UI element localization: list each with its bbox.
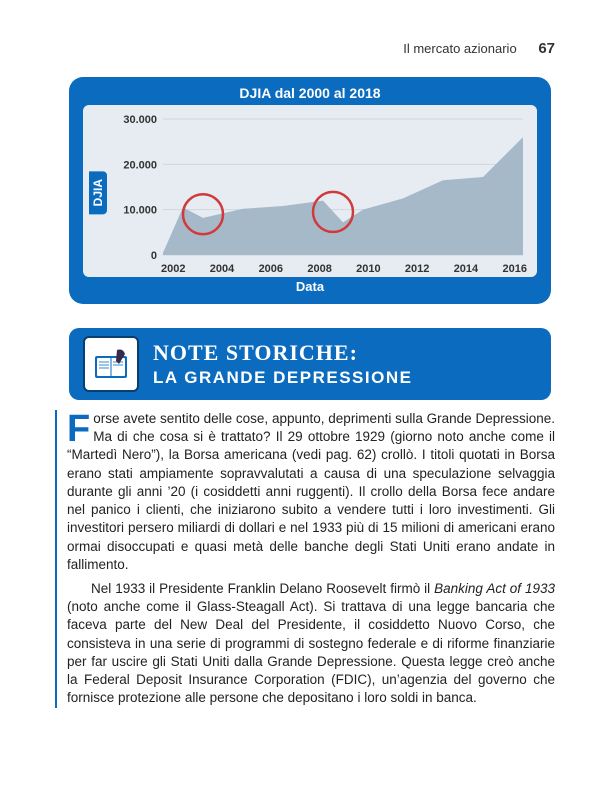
section-name: Il mercato azionario [403,41,516,56]
x-tick: 2006 [259,263,283,275]
plot-area: 0 10.000 20.000 30.000 2002 2004 2006 2008 2010… [107,111,531,275]
note-title-main: NOTE STORICHE: [153,340,537,366]
note-titles: NOTE STORICHE: LA GRANDE DEPRESSIONE [153,340,537,388]
chart-svg: 0 10.000 20.000 30.000 [107,111,531,261]
svg-text:30.000: 30.000 [123,114,157,126]
y-axis-label-wrap: DJIA [89,111,107,275]
djia-chart-container: DJIA dal 2000 al 2018 DJIA 0 10.000 20.000… [69,77,551,304]
x-tick: 2010 [356,263,380,275]
y-axis-label: DJIA [89,171,107,214]
chart-title: DJIA dal 2000 al 2018 [83,85,537,101]
svg-text:0: 0 [151,250,157,261]
x-tick: 2002 [161,263,185,275]
page-header: Il mercato azionario 67 [65,40,555,57]
page-number: 67 [538,40,555,57]
x-tick: 2012 [405,263,429,275]
p2-post: (noto anche come il Glass-Steagall Act).… [67,599,555,705]
x-tick: 2014 [454,263,478,275]
note-paragraph-1: Forse avete sentito delle cose, appunto,… [67,410,555,574]
x-axis-ticks: 2002 2004 2006 2008 2010 2012 2014 2016 [107,263,531,275]
p1-text: orse avete sentito delle cose, appunto, … [67,411,555,572]
note-header: NOTE STORICHE: LA GRANDE DEPRESSIONE [69,328,551,400]
drop-cap: F [67,413,90,445]
x-tick: 2008 [307,263,331,275]
x-tick: 2004 [210,263,234,275]
note-body: Forse avete sentito delle cose, appunto,… [55,410,555,708]
p2-italic: Banking Act of 1933 [434,581,555,596]
historical-note: NOTE STORICHE: LA GRANDE DEPRESSIONE For… [65,328,555,708]
x-axis-label: Data [83,279,537,294]
x-tick: 2016 [502,263,526,275]
svg-text:10.000: 10.000 [123,205,157,217]
note-paragraph-2: Nel 1933 il Presidente Franklin Delano R… [67,580,555,708]
note-title-sub: LA GRANDE DEPRESSIONE [153,368,537,388]
svg-text:20.000: 20.000 [123,159,157,171]
book-quill-icon [83,336,139,392]
p2-pre: Nel 1933 il Presidente Franklin Delano R… [91,581,434,596]
chart-plot-area: DJIA 010.00020.00030.000 200220042006200… [83,105,537,277]
